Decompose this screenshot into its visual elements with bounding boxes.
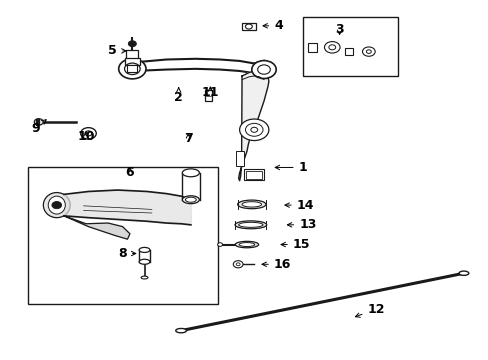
Text: 15: 15 (281, 238, 310, 251)
Ellipse shape (238, 222, 263, 227)
Ellipse shape (139, 259, 150, 264)
Circle shape (81, 128, 96, 139)
Bar (246, 171, 262, 179)
Circle shape (251, 60, 276, 78)
Ellipse shape (242, 202, 261, 207)
Bar (205, 90, 211, 101)
Ellipse shape (185, 197, 196, 202)
Text: 8: 8 (118, 247, 136, 260)
Ellipse shape (458, 271, 468, 275)
Ellipse shape (235, 241, 258, 248)
Text: 2: 2 (174, 88, 183, 104)
Bar (127, 64, 137, 72)
Text: 9: 9 (31, 120, 46, 135)
Text: 16: 16 (262, 258, 291, 271)
Bar (345, 48, 352, 55)
Ellipse shape (175, 328, 186, 333)
Text: 10: 10 (77, 130, 95, 144)
Ellipse shape (48, 196, 65, 214)
Circle shape (239, 119, 268, 140)
Bar (242, 23, 255, 30)
Circle shape (128, 41, 136, 46)
Text: 11: 11 (201, 86, 219, 99)
Ellipse shape (182, 196, 199, 204)
Text: 13: 13 (287, 218, 316, 231)
Ellipse shape (141, 276, 148, 279)
Text: 12: 12 (355, 303, 384, 317)
Circle shape (52, 202, 61, 209)
Ellipse shape (235, 221, 266, 229)
Bar (125, 58, 140, 65)
Ellipse shape (43, 193, 70, 218)
Circle shape (324, 41, 339, 53)
Text: 3: 3 (335, 23, 343, 36)
Bar (27, 167, 217, 304)
Polygon shape (238, 71, 268, 181)
Circle shape (233, 261, 243, 268)
Bar (303, 17, 397, 76)
Circle shape (362, 47, 374, 56)
Text: 7: 7 (183, 132, 192, 145)
Ellipse shape (139, 247, 150, 252)
Polygon shape (36, 119, 39, 125)
Polygon shape (64, 216, 130, 239)
Text: 14: 14 (285, 199, 314, 212)
Ellipse shape (182, 169, 199, 177)
Ellipse shape (217, 243, 222, 246)
Ellipse shape (237, 200, 265, 209)
Bar (126, 50, 138, 59)
Text: 4: 4 (263, 19, 283, 32)
Circle shape (119, 59, 146, 79)
Bar (244, 169, 264, 180)
Circle shape (34, 119, 43, 125)
Bar (236, 151, 243, 166)
Text: 6: 6 (125, 166, 134, 179)
Text: 1: 1 (275, 161, 307, 174)
Bar (307, 43, 316, 51)
Text: 5: 5 (108, 44, 126, 57)
Ellipse shape (239, 243, 254, 247)
